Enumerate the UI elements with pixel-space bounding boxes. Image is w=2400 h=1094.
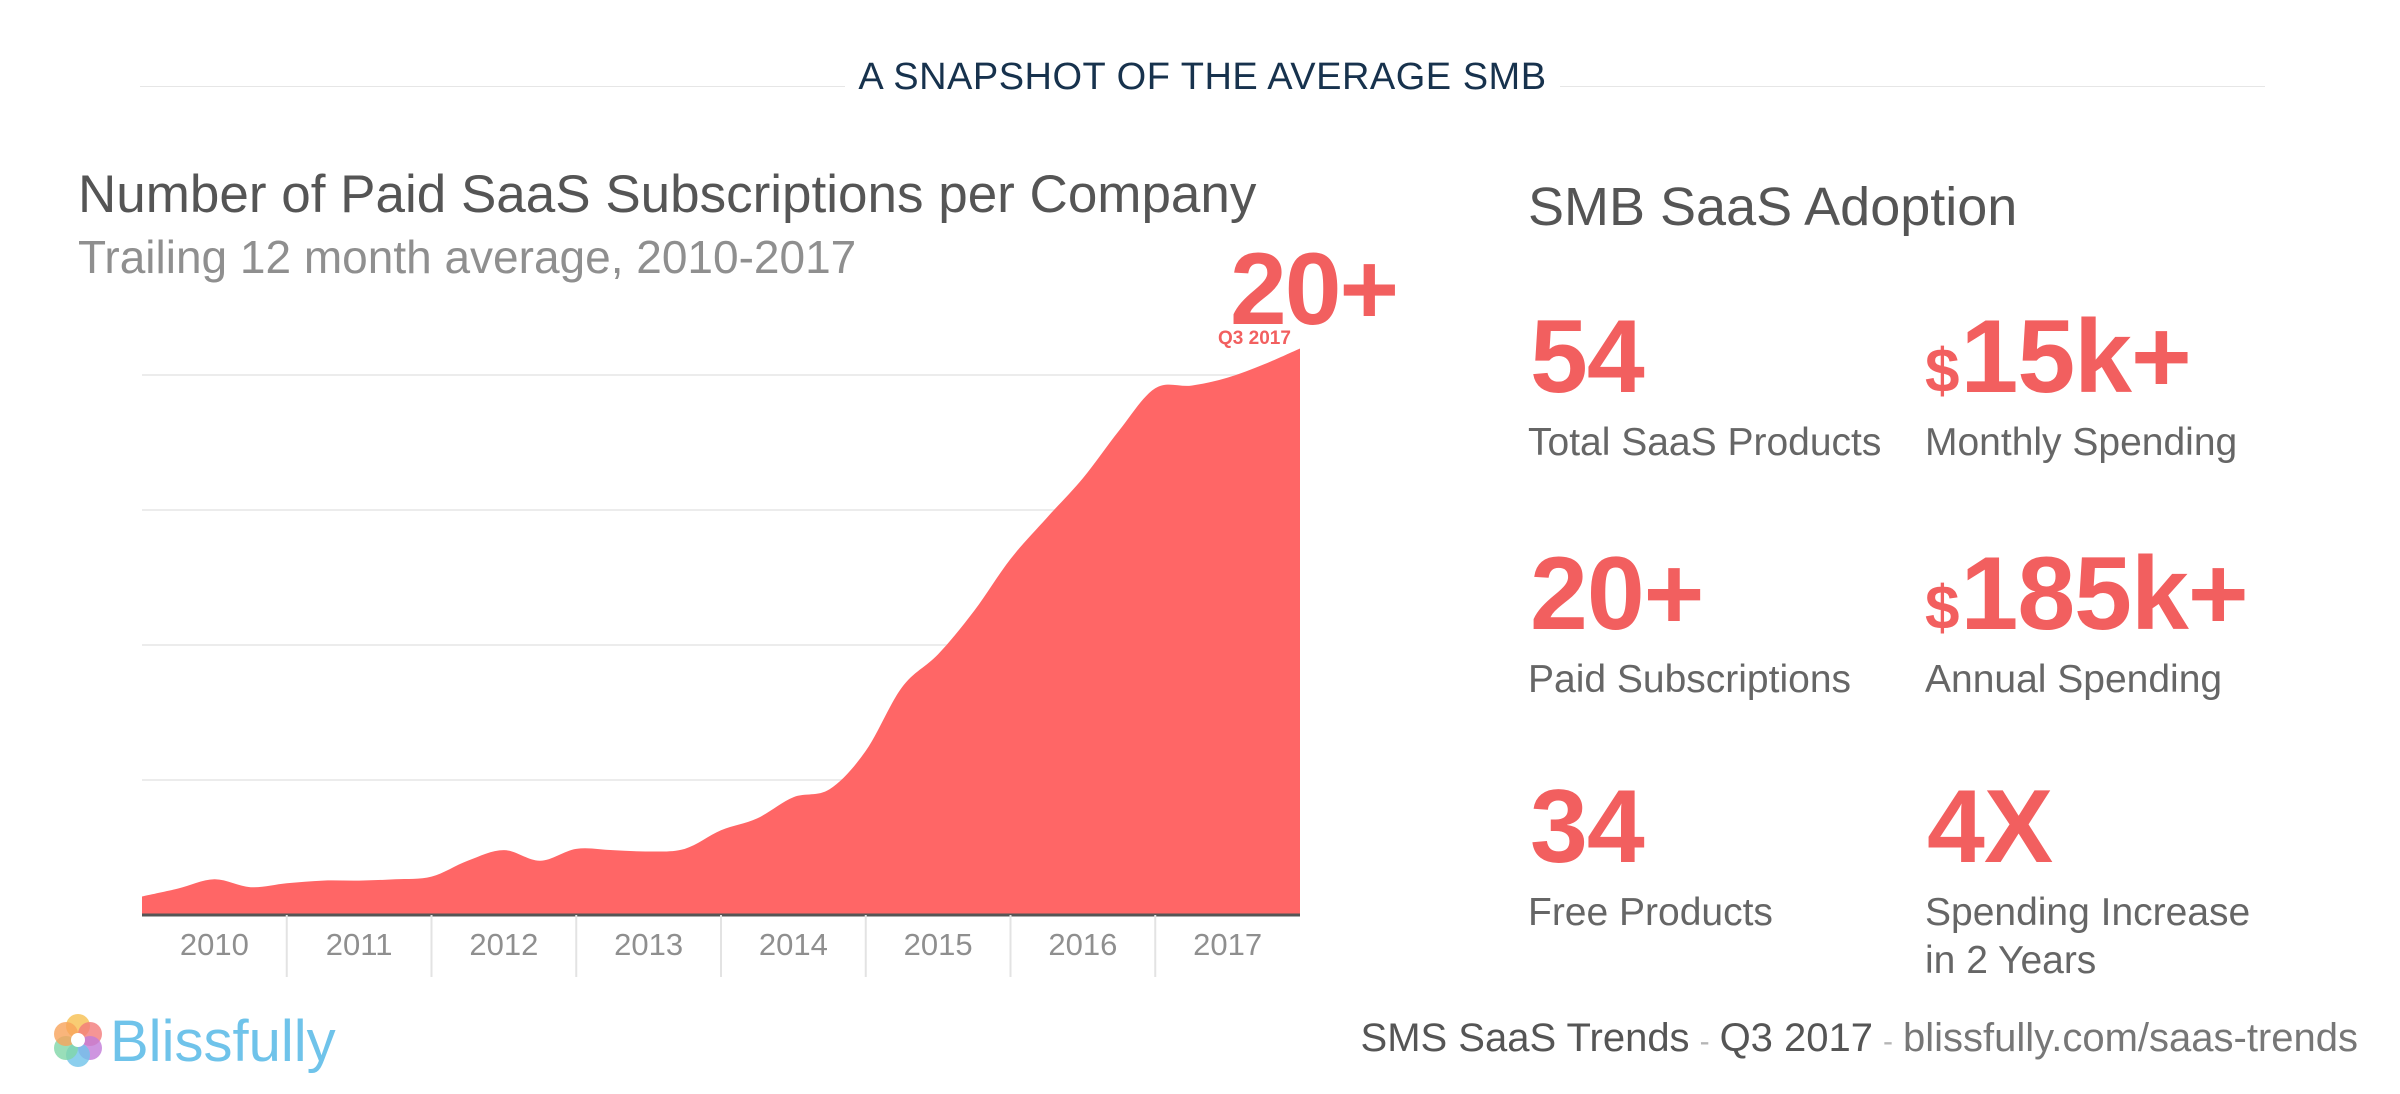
blissfully-logo-icon [54,1014,102,1067]
stat-value: 20+ [1528,542,1851,646]
stat-free-products: 34 Free Products [1528,775,1773,937]
stat-value: 4X [1925,775,2250,879]
x-tick-label: 2015 [904,927,973,962]
stat-value: 34 [1528,775,1773,879]
stat-prefix: $ [1925,574,1959,643]
stat-label-line: Free Products [1528,891,1773,934]
stat-annual-spending: $185k+ Annual Spending [1925,542,2249,704]
x-tick-label: 2013 [614,927,683,962]
stat-value: 54 [1528,305,1881,409]
area-series [142,348,1300,915]
x-tick-label: 2010 [180,927,249,962]
area-chart: 2010 2011 2012 2013 2014 2015 2016 2017 [142,348,1300,977]
stat-label: Paid Subscriptions [1528,656,1851,704]
stat-label-line: Paid Subscriptions [1528,658,1852,701]
stat-spending-increase: 4X Spending Increase in 2 Years [1925,775,2250,985]
stat-number: 15k+ [1960,299,2191,415]
banner-rule-left [140,86,845,87]
stat-number: 185k+ [1960,536,2248,652]
footer-report: SMS SaaS Trends [1360,1016,1690,1060]
x-tick-label: 2016 [1048,927,1117,962]
stat-label: Free Products [1528,889,1773,937]
stat-label-line: Total SaaS Products [1528,421,1882,464]
footer-url-link[interactable]: blissfully.com/saas-trends [1903,1016,2358,1060]
footer: SMS SaaS Trends - Q3 2017- blissfully.com/s… [1361,1016,2358,1061]
x-tick-label: 2014 [759,927,828,962]
stat-monthly-spending: $15k+ Monthly Spending [1925,305,2237,467]
x-tick-label: 2011 [326,927,393,962]
x-tick-label: 2017 [1193,927,1262,962]
stat-paid-subscriptions: 20+ Paid Subscriptions [1528,542,1851,704]
footer-period: Q3 2017 [1719,1016,1874,1060]
banner-rule-right [1560,86,2265,87]
stat-label: Spending Increase in 2 Years [1925,889,2250,985]
stat-number: 54 [1530,299,1645,415]
adoption-title: SMB SaaS Adoption [1528,177,2018,237]
brand-name: Blissfully [110,1009,336,1074]
stat-label-line: Annual Spending [1925,658,2223,701]
stat-label: Annual Spending [1925,656,2248,704]
chart-callout-value: 20+ [1230,232,1399,346]
stat-number: 34 [1530,769,1645,885]
stat-number: 20+ [1530,536,1704,652]
footer-separator: - [1699,1025,1710,1058]
chart-subtitle: Trailing 12 month average, 2010-2017 [78,231,857,283]
x-tick-label: 2012 [469,927,538,962]
stat-label: Total SaaS Products [1528,419,1881,467]
stat-label-line: Monthly Spending [1925,421,2238,464]
banner-title: A SNAPSHOT OF THE AVERAGE SMB [858,56,1547,98]
stat-value: $185k+ [1925,542,2249,646]
stat-value: $15k+ [1925,305,2237,409]
chart-title: Number of Paid SaaS Subscriptions per Co… [78,165,1257,224]
stat-label: Monthly Spending [1925,419,2237,467]
stat-label-line: in 2 Years [1925,939,2097,982]
stat-total-saas-products: 54 Total SaaS Products [1528,305,1881,467]
footer-separator: - [1883,1025,1894,1058]
stat-label-line: Spending Increase [1925,891,2251,934]
stat-number: 4X [1927,769,2053,885]
stat-prefix: $ [1925,337,1959,406]
chart-callout-label: Q3 2017 [1218,328,1291,349]
